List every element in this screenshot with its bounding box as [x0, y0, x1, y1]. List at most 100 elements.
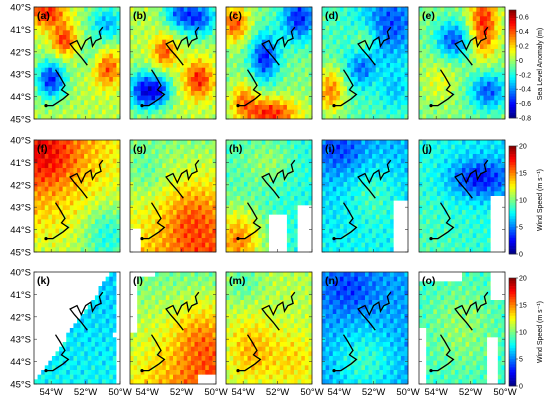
heatmap-cell — [247, 228, 252, 234]
heatmap-cell — [354, 100, 359, 106]
heatmap-cell — [169, 16, 174, 22]
heatmap-cell — [69, 21, 74, 26]
heatmap-cell — [419, 105, 423, 110]
heatmap-cell — [102, 238, 106, 243]
heatmap-cell — [339, 168, 344, 173]
heatmap-cell — [41, 49, 45, 54]
heatmap-cell — [276, 105, 280, 110]
heatmap-cell — [276, 214, 280, 220]
heatmap-cell — [37, 224, 42, 229]
heatmap-cell — [290, 72, 295, 78]
heatmap-cell — [229, 158, 234, 164]
heatmap-cell — [283, 39, 288, 45]
heatmap-cell — [339, 30, 344, 36]
heatmap-cell — [350, 154, 355, 159]
heatmap-cell — [454, 67, 459, 73]
heatmap-cell — [283, 72, 288, 78]
heatmap-cell — [297, 163, 302, 169]
heatmap-cell — [66, 58, 71, 64]
heatmap-cell — [147, 168, 152, 173]
heatmap-cell — [419, 49, 423, 54]
heatmap-cell — [243, 77, 248, 82]
heatmap-cell — [194, 238, 199, 243]
heatmap-cell — [116, 100, 121, 106]
heatmap-cell — [62, 7, 67, 12]
heatmap-cell — [294, 238, 298, 243]
heatmap-cell — [332, 11, 337, 17]
heatmap-cell — [483, 11, 488, 17]
heatmap-cell — [44, 72, 49, 78]
heatmap-cell — [479, 63, 484, 68]
heatmap-cell — [84, 49, 88, 54]
heatmap-cell — [208, 191, 213, 197]
heatmap-cell — [41, 11, 45, 17]
heatmap-cell — [229, 186, 234, 192]
heatmap-cell — [390, 114, 394, 120]
heatmap-cell — [272, 109, 277, 115]
heatmap-cell — [261, 39, 266, 45]
heatmap-cell — [233, 186, 237, 192]
heatmap-cell — [194, 44, 199, 50]
heatmap-cell — [258, 100, 263, 106]
heatmap-cell — [276, 172, 280, 178]
heatmap-cell — [429, 44, 434, 50]
heatmap-cell — [393, 21, 398, 26]
heatmap-cell — [59, 219, 63, 225]
heatmap-cell — [62, 158, 67, 164]
heatmap-cell — [34, 114, 38, 120]
heatmap-cell — [151, 154, 156, 159]
heatmap-cell — [91, 214, 96, 220]
heatmap-cell — [162, 154, 167, 159]
heatmap-cell — [66, 210, 71, 215]
heatmap-cell — [34, 25, 38, 31]
heatmap-cell — [462, 39, 466, 45]
heatmap-cell — [390, 158, 394, 164]
heatmap-cell — [147, 53, 152, 59]
heatmap-cell — [440, 35, 445, 40]
heatmap-cell — [254, 247, 259, 253]
heatmap-cell — [397, 158, 402, 164]
heatmap-cell — [276, 144, 280, 150]
heatmap-cell — [339, 100, 344, 106]
heatmap-cell — [375, 44, 380, 50]
heatmap-cell — [276, 16, 280, 22]
heatmap-cell — [258, 200, 263, 206]
heatmap-cell — [180, 39, 184, 45]
heatmap-cell — [173, 191, 177, 197]
heatmap-cell — [109, 149, 114, 155]
heatmap-cell — [322, 100, 326, 106]
heatmap-cell — [390, 77, 394, 82]
heatmap-cell — [212, 168, 217, 173]
heatmap-cell — [169, 186, 174, 192]
heatmap-cell — [140, 44, 145, 50]
heatmap-cell — [251, 172, 255, 178]
heatmap-cell — [265, 205, 270, 211]
heatmap-cell — [490, 53, 495, 59]
heatmap-cell — [390, 154, 394, 159]
heatmap-cell — [451, 63, 456, 68]
heatmap-cell — [44, 44, 49, 50]
heatmap-cell — [173, 39, 177, 45]
heatmap-cell — [41, 16, 45, 22]
heatmap-cell — [379, 58, 384, 64]
heatmap-cell — [198, 158, 202, 164]
heatmap-cell — [229, 58, 234, 64]
heatmap-cell — [51, 16, 56, 22]
heatmap-cell — [272, 238, 277, 243]
heatmap-cell — [272, 39, 277, 45]
heatmap-cell — [347, 140, 351, 145]
heatmap-cell — [69, 25, 74, 31]
heatmap-cell — [497, 81, 502, 87]
heatmap-cell — [162, 86, 167, 92]
heatmap-cell — [254, 196, 259, 201]
heatmap-cell — [59, 177, 63, 183]
heatmap-cell — [247, 30, 252, 36]
heatmap-cell — [69, 182, 74, 187]
heatmap-cell — [98, 158, 103, 164]
heatmap-cell — [269, 149, 273, 155]
heatmap-cell — [205, 214, 210, 220]
heatmap-cell — [258, 154, 263, 159]
heatmap-cell — [361, 25, 366, 31]
heatmap-cell — [404, 25, 409, 31]
heatmap-cell — [133, 219, 138, 225]
